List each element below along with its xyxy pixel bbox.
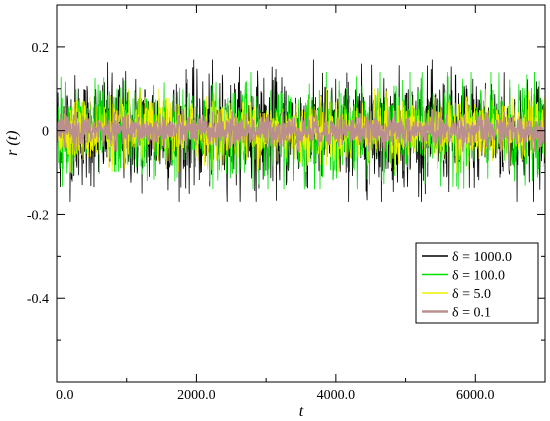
legend-label-1: δ = 100.0 xyxy=(452,269,505,284)
x-tick-label-1: 2000.0 xyxy=(177,388,216,403)
legend-label-2: δ = 5.0 xyxy=(452,287,491,302)
y-axis-label: r (t) xyxy=(4,131,21,156)
series-layer xyxy=(56,59,546,202)
axes-layer: 0.0 2000.0 4000.0 6000.0 0.2 0 -0.2 -0.4 t r (t) xyxy=(4,4,546,420)
series-line-3 xyxy=(56,109,546,152)
plot-frame xyxy=(56,4,546,383)
x-tick-label-3: 6000.0 xyxy=(456,388,495,403)
y-tick-label-3: -0.4 xyxy=(27,292,49,307)
y-tick-label-1: 0 xyxy=(42,125,49,140)
x-tick-label-2: 4000.0 xyxy=(317,388,356,403)
legend-label-3: δ = 0.1 xyxy=(452,306,491,321)
y-tick-label-2: -0.2 xyxy=(27,208,49,223)
legend-box xyxy=(415,242,539,324)
x-axis-label: t xyxy=(299,403,304,420)
x-tick-label-0: 0.0 xyxy=(56,388,74,403)
legend-label-0: δ = 1000.0 xyxy=(452,250,512,265)
y-tick-label-0: 0.2 xyxy=(32,41,50,56)
legend: δ = 1000.0 δ = 100.0 δ = 5.0 δ = 0.1 xyxy=(415,242,539,324)
